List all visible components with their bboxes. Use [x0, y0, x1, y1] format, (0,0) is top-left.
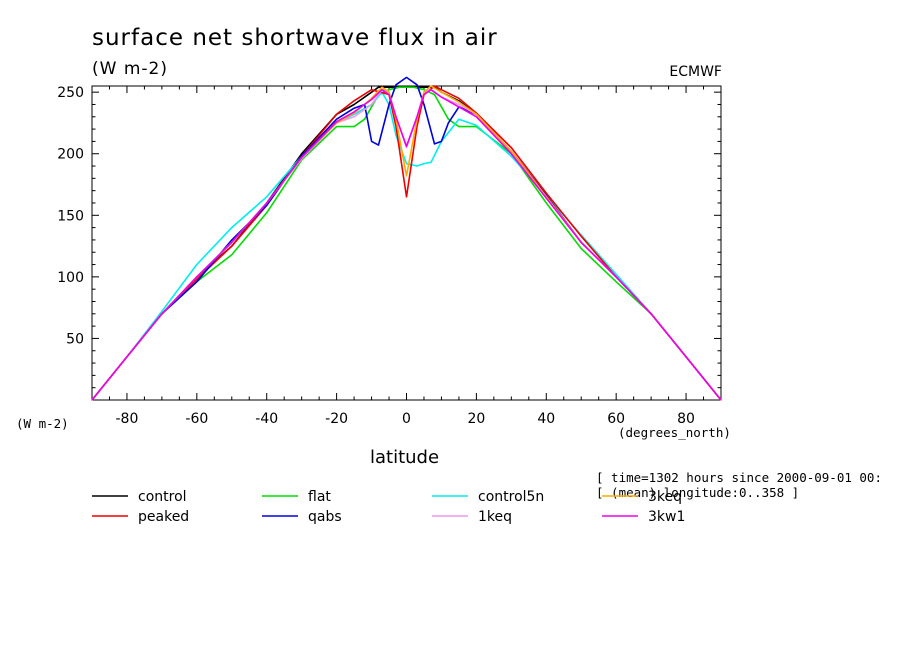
- y-tick-label: 150: [57, 208, 84, 224]
- series-line-qabs: [91, 76, 722, 401]
- info-line-longitude: [ (mean) longitude:0..358 ]: [596, 485, 799, 500]
- info-line-time: [ time=1302 hours since 2000-09-01 00:: [596, 470, 882, 485]
- y-tick-label: 200: [57, 147, 84, 163]
- x-tick-label: 0: [402, 411, 411, 427]
- x-tick-label: -20: [325, 411, 348, 427]
- x-tick-label: -40: [255, 411, 278, 427]
- legend-item-control: control: [92, 489, 187, 505]
- legend-label: qabs: [308, 509, 342, 525]
- x-axis-label: latitude: [370, 447, 439, 468]
- x-axis-units-label: (degrees_north): [618, 425, 731, 440]
- legend-item-3kw1: 3kw1: [602, 509, 685, 525]
- y-axis-label: (W m-2): [16, 416, 69, 431]
- y-tick-labels: 50 100 150 200 250: [57, 85, 84, 347]
- legend-item-flat: flat: [262, 489, 331, 505]
- legend-item-control5n: control5n: [432, 489, 544, 505]
- x-tick-label: -60: [185, 411, 208, 427]
- x-tick-label: 40: [537, 411, 555, 427]
- plot-area-frame: [91, 85, 722, 401]
- series-layer: [91, 76, 722, 401]
- chart-title: surface net shortwave flux in air: [92, 25, 498, 51]
- series-line-flat: [91, 86, 722, 401]
- chart-units-label: (W m-2): [92, 59, 168, 79]
- x-tick-label: 20: [467, 411, 485, 427]
- x-tick-label: -80: [116, 411, 139, 427]
- legend-label: peaked: [138, 509, 189, 525]
- series-line-3keq: [91, 85, 722, 401]
- legend-label: 3keq: [648, 489, 682, 505]
- series-line-3kw1: [91, 88, 722, 401]
- axis-ticks: [91, 86, 722, 400]
- y-tick-label: 100: [57, 270, 84, 286]
- x-tick-labels: -80 -60 -40 -20 0 20 40 60 80: [116, 411, 695, 427]
- y-tick-label: 50: [66, 331, 84, 347]
- legend-label: control: [138, 489, 187, 505]
- series-line-control5n: [91, 91, 722, 401]
- source-label: ECMWF: [669, 64, 722, 80]
- legend-label: flat: [308, 489, 331, 505]
- legend-label: control5n: [478, 489, 544, 505]
- legend-item-peaked: peaked: [92, 509, 189, 525]
- y-tick-label: 250: [57, 85, 84, 101]
- legend-label: 3kw1: [648, 509, 685, 525]
- legend: control flat control5n 3keq peaked qabs 1keq 3k…: [92, 489, 685, 525]
- x-tick-label: 60: [607, 411, 625, 427]
- series-line-peaked: [91, 85, 722, 401]
- x-tick-label: 80: [677, 411, 695, 427]
- legend-item-3keq: 3keq: [602, 489, 682, 505]
- series-line-control: [91, 86, 722, 401]
- legend-label: 1keq: [478, 509, 512, 525]
- series-line-1keq: [91, 88, 722, 401]
- legend-item-1keq: 1keq: [432, 509, 512, 525]
- legend-item-qabs: qabs: [262, 509, 342, 525]
